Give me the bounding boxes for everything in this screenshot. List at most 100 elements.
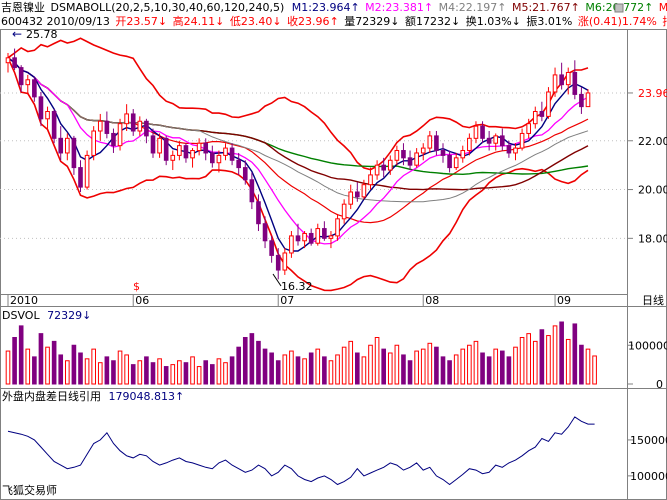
amount-arrow: ↓ bbox=[451, 15, 461, 28]
m2-arrow: ↑ bbox=[423, 1, 434, 14]
candle-body bbox=[440, 150, 446, 156]
candle-body bbox=[124, 113, 129, 125]
low-label: 16.32 bbox=[281, 280, 313, 293]
volume-bar bbox=[216, 358, 222, 385]
m2-value: M2:23.381 bbox=[365, 1, 424, 14]
volume-bar bbox=[532, 340, 538, 385]
candle-body bbox=[91, 130, 96, 156]
candle-body bbox=[328, 235, 334, 239]
volume-bar bbox=[355, 352, 360, 385]
volume-bar bbox=[38, 333, 44, 385]
volume-bar bbox=[302, 358, 307, 385]
candle-body bbox=[65, 137, 70, 154]
candle-body bbox=[420, 147, 426, 154]
candle-body bbox=[368, 174, 373, 186]
candle-body bbox=[493, 135, 499, 144]
candle-body bbox=[137, 120, 143, 132]
volume-bar bbox=[315, 348, 321, 385]
volume-bar bbox=[427, 342, 433, 385]
volume-bar bbox=[262, 348, 268, 385]
candle-body bbox=[381, 164, 386, 171]
candle-body bbox=[447, 154, 452, 169]
price-axis: 23.96 22.00 20.00 18.00 bbox=[627, 87, 667, 245]
volume-bar bbox=[295, 356, 301, 385]
volume-bar bbox=[565, 338, 571, 385]
candle-body bbox=[506, 145, 512, 154]
period-label[interactable]: 日线 bbox=[642, 293, 664, 307]
volume-bar bbox=[467, 344, 472, 385]
volume-bar bbox=[539, 329, 545, 385]
volume-bar bbox=[460, 348, 466, 385]
volume-bar bbox=[513, 346, 518, 385]
window-control-icon[interactable] bbox=[614, 3, 624, 13]
change-value: 涨(0.41)1.74% bbox=[577, 15, 657, 28]
candle-body bbox=[32, 79, 37, 98]
price-tick-label: 18.00 bbox=[638, 232, 667, 245]
volume-bar bbox=[45, 346, 50, 385]
volume-bar bbox=[282, 354, 288, 385]
candle-body bbox=[51, 110, 57, 139]
volume-value: 量72329 bbox=[344, 15, 391, 28]
price-tick-label: 20.00 bbox=[638, 184, 667, 197]
candle-body bbox=[71, 137, 77, 169]
candle-body bbox=[559, 74, 564, 86]
candle-body bbox=[335, 218, 340, 237]
candle-body bbox=[526, 123, 531, 134]
volume-bar bbox=[177, 360, 182, 385]
candle-body bbox=[177, 145, 182, 156]
volume-bar bbox=[374, 337, 380, 385]
amplitude-value: 振3.01% bbox=[526, 15, 573, 28]
candle-body bbox=[45, 110, 50, 120]
candle-body bbox=[387, 159, 393, 171]
volume-axis: 100000 0 bbox=[627, 339, 667, 391]
volume-bar bbox=[236, 346, 241, 385]
candle-body bbox=[401, 150, 406, 159]
candle-body bbox=[25, 79, 31, 86]
line-tick-label: 100000 bbox=[630, 470, 667, 483]
low-arrow-marker bbox=[272, 273, 282, 287]
volume-bar bbox=[401, 354, 406, 385]
candle-body bbox=[229, 147, 235, 161]
price-tick-label: 22.00 bbox=[638, 135, 667, 148]
candle-body bbox=[572, 71, 578, 95]
line-header: 外盘内盘差日线引用 179048.813↑ bbox=[2, 390, 184, 403]
volume-bar bbox=[183, 362, 189, 385]
candle-body bbox=[513, 147, 518, 154]
volume-bar bbox=[447, 360, 452, 385]
volume-bar bbox=[453, 354, 459, 385]
header-row-1: 吉恩镍业 DSMABOLL(20,2,5,10,30,40,60,120,240… bbox=[1, 1, 667, 14]
candle-body bbox=[322, 228, 327, 239]
line-tick-label: 150000 bbox=[630, 434, 667, 447]
candle-body bbox=[289, 235, 294, 254]
volume-bar bbox=[552, 325, 558, 385]
stock-name: 吉恩镍业 bbox=[1, 1, 45, 14]
boll-upper-line bbox=[7, 37, 589, 171]
volume-bar bbox=[170, 364, 176, 385]
candle-body bbox=[210, 152, 215, 164]
candle-body bbox=[262, 223, 268, 242]
volume-bar bbox=[97, 362, 103, 385]
line-axis: 150000 100000 bbox=[627, 434, 667, 483]
volume-bar bbox=[269, 352, 274, 385]
volume-bar bbox=[361, 356, 367, 385]
candle-body bbox=[269, 240, 274, 256]
volume-bar bbox=[25, 348, 31, 385]
candle-body bbox=[18, 67, 24, 86]
volume-bar bbox=[500, 350, 505, 385]
volume-bar bbox=[256, 340, 261, 385]
volume-bar bbox=[104, 356, 110, 385]
volume-header: DSVOL 72329↓ bbox=[2, 309, 91, 322]
candle-body bbox=[183, 145, 189, 159]
close-price: 收23.96 bbox=[287, 15, 330, 28]
volume-bar bbox=[414, 350, 419, 385]
ma4-line bbox=[7, 57, 589, 203]
candle-body bbox=[275, 254, 281, 271]
boll-lower-line bbox=[7, 57, 589, 292]
date-tick-label: 09 bbox=[557, 294, 571, 307]
index-tag[interactable]: 指数 bbox=[662, 15, 667, 28]
volume-arrow: ↓ bbox=[390, 15, 400, 28]
line-current: 179048.813 bbox=[108, 390, 175, 403]
candle-body bbox=[117, 123, 123, 147]
volume-bars bbox=[5, 321, 597, 385]
